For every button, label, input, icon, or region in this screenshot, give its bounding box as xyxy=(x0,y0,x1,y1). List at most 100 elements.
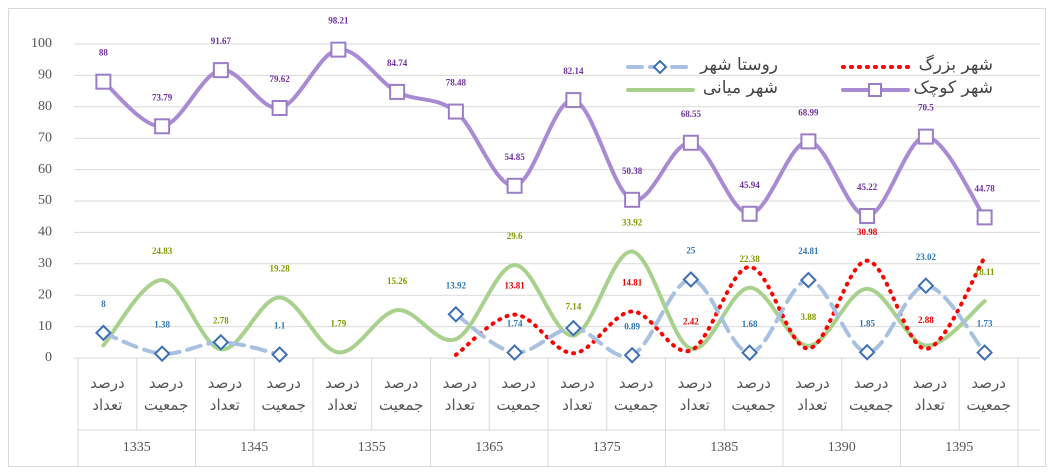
marker xyxy=(506,344,524,361)
y-tick-label: 10 xyxy=(38,319,52,334)
marker xyxy=(447,305,465,323)
y-tick-label: 100 xyxy=(31,36,52,51)
data-label: 1.73 xyxy=(977,319,993,329)
marker xyxy=(682,134,699,151)
x-tick-label: درصد تعداد xyxy=(207,374,243,414)
data-label: 2.42 xyxy=(683,316,699,326)
group-label: 1335 xyxy=(123,440,151,455)
legend-label: شهر میانی xyxy=(703,78,778,98)
data-label: 2.78 xyxy=(213,315,229,325)
marker xyxy=(212,333,230,351)
data-label: 45.22 xyxy=(857,182,878,192)
x-tick-label: درصد جمعیت xyxy=(966,374,1011,414)
data-label: 79.62 xyxy=(270,74,291,84)
data-label: 1.79 xyxy=(331,318,347,328)
y-tick-label: 70 xyxy=(38,130,52,145)
data-label: 68.99 xyxy=(798,107,819,117)
marker xyxy=(976,209,993,226)
marker xyxy=(624,191,641,208)
x-tick-label: درصد تعداد xyxy=(795,374,830,414)
data-label: 24.83 xyxy=(152,246,173,256)
group-label: 1345 xyxy=(240,440,268,455)
x-tick-label: درصد جمعیت xyxy=(848,374,894,414)
data-label: 14.81 xyxy=(622,278,643,288)
group-label: 1355 xyxy=(358,440,386,455)
y-tick-label: 0 xyxy=(45,350,52,365)
x-tick-label: درصد جمعیت xyxy=(378,374,424,414)
marker xyxy=(94,324,112,342)
data-label: 7.14 xyxy=(566,302,582,312)
y-tick-label: 60 xyxy=(38,162,52,177)
data-label: 54.85 xyxy=(505,152,526,162)
marker xyxy=(389,83,406,100)
x-tick-label: درصد تعداد xyxy=(560,374,595,414)
data-label: 30.98 xyxy=(857,227,878,237)
data-label: 78.48 xyxy=(446,78,467,88)
data-label: 18.11 xyxy=(975,267,995,277)
legend-marker xyxy=(652,59,668,75)
marker xyxy=(564,319,582,337)
group-label: 1365 xyxy=(475,440,503,455)
x-tick-label: درصد تعداد xyxy=(325,374,360,414)
data-label: 50.38 xyxy=(622,166,643,176)
x-tick-label: درصد تعداد xyxy=(677,374,713,414)
data-label: 19.28 xyxy=(270,264,291,274)
marker xyxy=(506,177,523,194)
data-label: 84.74 xyxy=(387,58,408,68)
marker xyxy=(799,271,817,289)
marker xyxy=(917,277,935,295)
x-tick-label: درصد جمعیت xyxy=(143,374,189,414)
x-tick-label: درصد جمعیت xyxy=(731,374,776,414)
data-label: 29.6 xyxy=(507,231,523,241)
data-label: 88 xyxy=(99,48,109,58)
marker xyxy=(859,208,876,225)
data-label: 82.14 xyxy=(563,66,584,76)
y-tick-label: 80 xyxy=(38,99,52,114)
x-tick-label: درصد تعداد xyxy=(90,374,125,414)
x-tick-label: درصد جمعیت xyxy=(613,374,659,414)
marker xyxy=(212,62,229,79)
data-label: 1.68 xyxy=(742,319,758,329)
group-label: 1395 xyxy=(945,440,973,455)
x-tick-label: درصد تعداد xyxy=(442,374,478,414)
data-label: 15.26 xyxy=(387,276,408,286)
data-label: 25 xyxy=(686,246,696,256)
marker xyxy=(858,343,876,361)
data-label: 98.21 xyxy=(328,16,349,26)
y-tick-label: 20 xyxy=(38,287,52,302)
x-tick-label: درصد جمعیت xyxy=(261,374,306,414)
marker xyxy=(741,344,759,362)
data-label: 13.81 xyxy=(505,281,526,291)
data-label: 73.79 xyxy=(152,92,173,102)
legend-label: شهر بزرگ xyxy=(919,54,993,75)
marker xyxy=(976,344,994,361)
data-label: 1.85 xyxy=(859,318,875,328)
marker xyxy=(565,92,582,109)
x-tick-label: درصد تعداد xyxy=(912,374,948,414)
x-tick-label: درصد جمعیت xyxy=(496,374,541,414)
y-tick-label: 90 xyxy=(38,68,52,83)
marker xyxy=(800,133,817,150)
marker xyxy=(917,128,934,145)
y-tick-label: 30 xyxy=(38,256,52,271)
marker xyxy=(153,345,171,363)
data-label: 68.55 xyxy=(681,109,702,119)
marker xyxy=(447,103,464,120)
marker xyxy=(271,99,288,116)
marker xyxy=(330,41,347,58)
data-label: 3.88 xyxy=(801,312,817,322)
data-label: 1.74 xyxy=(507,319,523,329)
data-label: 24.81 xyxy=(798,246,819,256)
series-line xyxy=(101,277,987,359)
marker xyxy=(682,271,700,288)
legend-label: روستا شهر xyxy=(699,55,778,75)
legend-label: شهر کوچک xyxy=(914,78,993,98)
group-label: 1390 xyxy=(828,440,856,455)
y-tick-label: 40 xyxy=(38,225,52,240)
data-label: 45.94 xyxy=(740,180,761,190)
data-label: 22.38 xyxy=(740,254,761,264)
data-label: 70.5 xyxy=(918,103,934,113)
marker xyxy=(623,346,641,364)
